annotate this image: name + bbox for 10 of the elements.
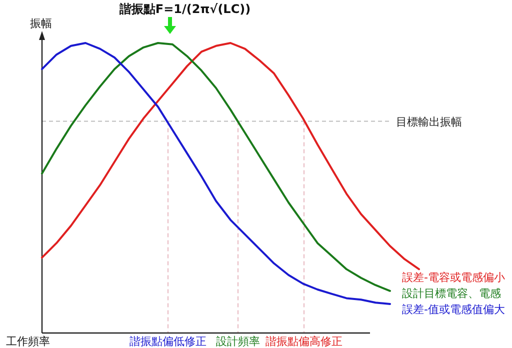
text: 諧振點偏低修正 <box>130 335 206 348</box>
series-label: 誤差-值或電感值偏大 <box>402 303 505 316</box>
text: 設計頻率 <box>216 335 260 348</box>
y-axis-title: 振幅 <box>30 17 52 30</box>
chart-title: 諧振點F=1/(2π√(LC)) <box>118 2 251 16</box>
series-label: 誤差-電容或電感偏小 <box>402 271 505 284</box>
x-axis-title: 工作頻率 <box>6 335 50 348</box>
text: 諧振點偏高修正 <box>266 335 342 348</box>
ref-line-label: 目標輸出振幅 <box>396 115 462 128</box>
series-label: 設計目標電容、電感 <box>402 287 501 300</box>
